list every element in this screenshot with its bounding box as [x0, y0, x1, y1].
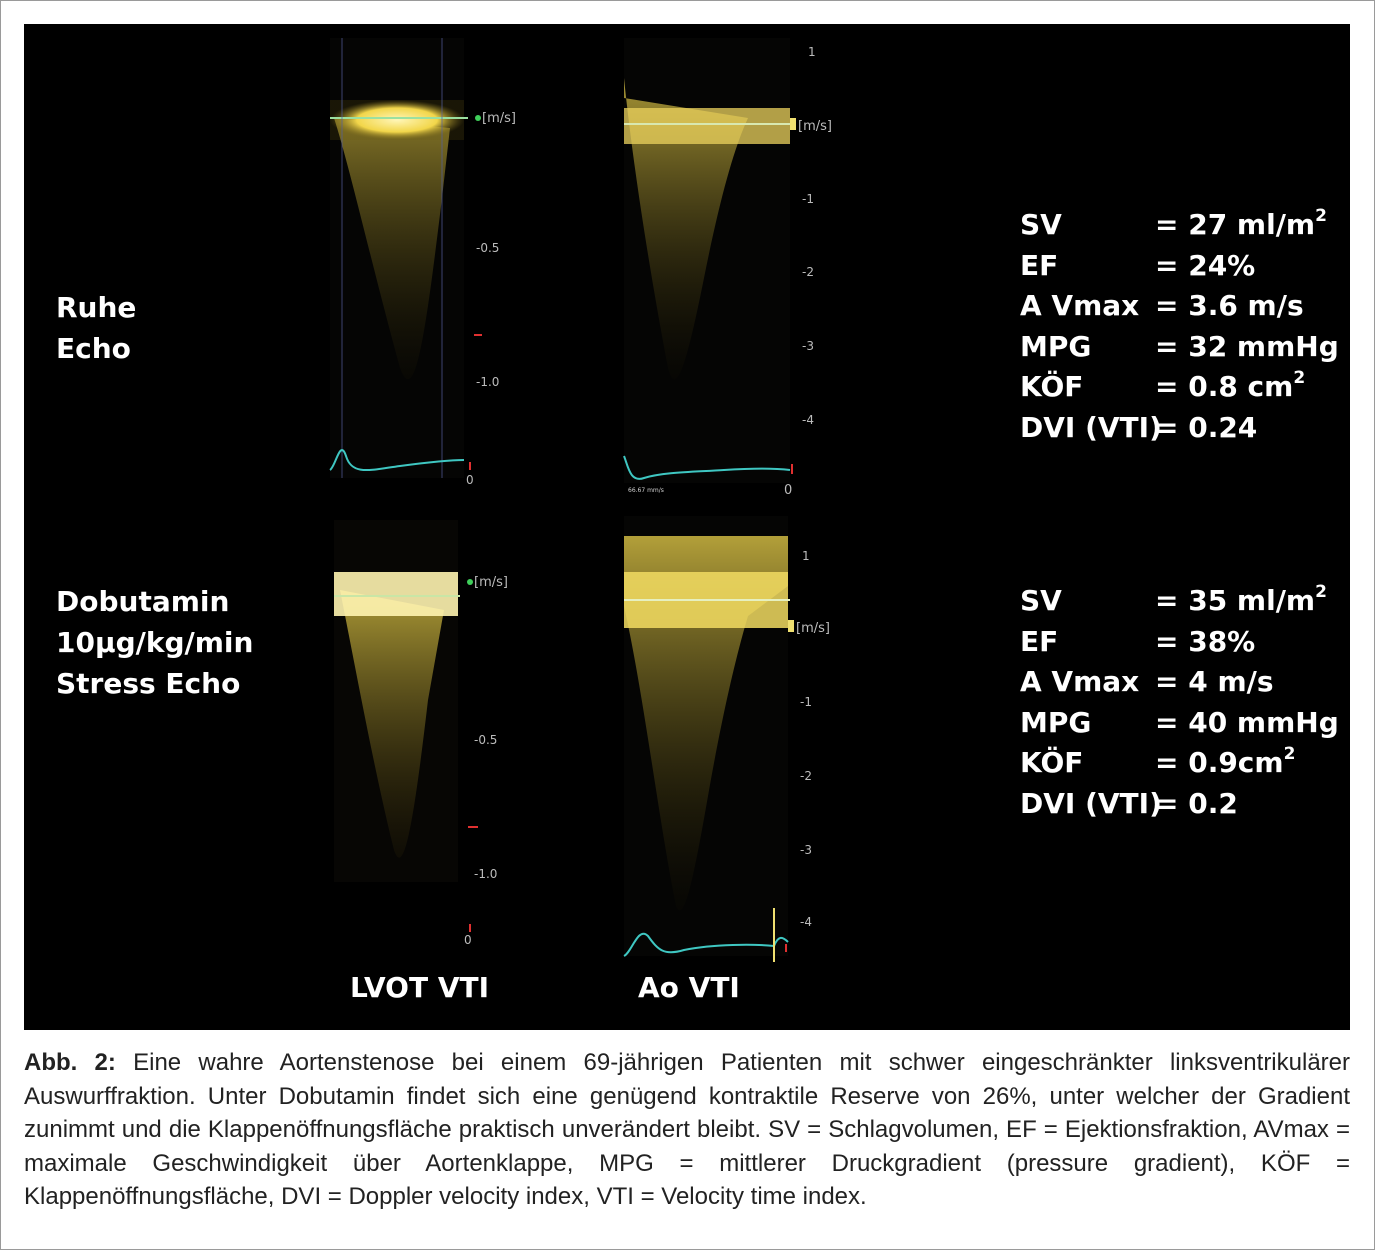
column-label-ao: Ao VTI	[638, 971, 740, 1004]
metric-superscript: 2	[1315, 206, 1327, 226]
unit-label: [m/s]	[796, 621, 830, 636]
baseline-band	[624, 108, 790, 144]
metric-value-text: = 0.9cm	[1155, 746, 1284, 779]
metric-superscript: 2	[1283, 744, 1296, 764]
metric-value: = 0.9cm2	[1155, 743, 1295, 783]
metric-name: DVI (VTI)	[1020, 786, 1162, 820]
metric-value-text: = 32 mmHg	[1155, 329, 1339, 363]
row-label-stress: Dobutamin 10µg/kg/min Stress Echo	[56, 581, 253, 704]
ecg-trace	[623, 932, 789, 957]
caption-text: Eine wahre Aortenstenose bei einem 69-jä…	[24, 1049, 1350, 1210]
metric-value-text: = 38%	[1155, 624, 1256, 658]
tick-label: 0	[466, 473, 474, 487]
unit-label: [m/s]	[482, 111, 516, 126]
metric-value-text: = 35 ml/m	[1155, 584, 1316, 617]
tick-label: -4	[802, 413, 814, 427]
metric-superscript: 2	[1293, 368, 1306, 388]
column-label-lvot: LVOT VTI	[350, 971, 490, 1004]
metric-value-text: = 24%	[1155, 248, 1256, 282]
tick-label: 0	[784, 483, 792, 498]
ecg-trace	[623, 455, 791, 480]
metric-name: EF	[1020, 624, 1059, 658]
doppler-lvot-stress: [m/s] -0.5 -1.0 0	[334, 520, 508, 947]
metric-value: = 3.6 m/s	[1155, 286, 1304, 326]
metric-name: EF	[1020, 248, 1059, 282]
tick-label: -1	[800, 695, 812, 709]
sweep-speed-label: 66.67 mm/s	[628, 487, 664, 494]
metric-name: SV	[1020, 584, 1062, 617]
row-label-line: Stress Echo	[56, 667, 241, 700]
baseline-marker	[788, 620, 794, 632]
metric-superscript: 2	[1315, 582, 1327, 602]
row-label-line: 10µg/kg/min	[56, 626, 254, 659]
tick-label: 1	[808, 45, 816, 59]
unit-label: [m/s]	[798, 119, 832, 134]
figure-panel: Ruhe Echo Dobutamin 10µg/kg/min Stress E…	[24, 24, 1350, 1030]
tick-label: -1.0	[476, 375, 499, 389]
metric-name: KÖF	[1020, 370, 1084, 403]
metric-value-text: = 40 mmHg	[1155, 705, 1339, 739]
metric-value: = 35 ml/m2	[1155, 581, 1327, 621]
metric-value-text: = 3.6 m/s	[1155, 289, 1304, 322]
row-label-line: Dobutamin	[56, 585, 230, 618]
metric-value: = 32 mmHg	[1155, 327, 1339, 367]
velocity-envelope	[624, 78, 748, 380]
velocity-envelope	[334, 118, 450, 380]
metric-value: = 4 m/s	[1155, 662, 1274, 702]
tick-label: 0	[464, 933, 472, 947]
metric-name: SV	[1020, 208, 1062, 241]
metric-value: = 27 ml/m2	[1155, 205, 1327, 245]
doppler-lvot-rest: [m/s] -0.5 -1.0 0	[329, 38, 516, 487]
velocity-envelope	[340, 590, 444, 858]
row-label-line: Ruhe	[56, 291, 137, 324]
doppler-ao-rest: 66.67 mm/s [m/s] 1 -1 -2 -3 -4 0	[623, 38, 832, 498]
ecg-trace	[329, 449, 465, 472]
metric-name: DVI (VTI)	[1020, 410, 1162, 444]
doppler-ao-stress: [m/s] 1 -1 -2 -3 -4	[623, 516, 830, 962]
tick-label: 1	[802, 549, 810, 563]
baseline-marker	[475, 115, 481, 121]
baseline-marker	[790, 118, 796, 130]
metric-value-text: = 27 ml/m	[1155, 208, 1316, 241]
metric-name: A Vmax	[1020, 665, 1140, 698]
metric-value-text: = 0.2	[1155, 786, 1238, 820]
metric-value-text: = 0.8 cm	[1155, 370, 1294, 403]
tick-label: -3	[800, 843, 812, 857]
tick-label: -3	[802, 339, 814, 353]
metric-name: A Vmax	[1020, 289, 1140, 322]
metric-value: = 0.2	[1155, 784, 1238, 824]
velocity-envelope	[624, 536, 788, 911]
tick-label: -4	[800, 915, 812, 929]
metric-name: MPG	[1020, 705, 1092, 739]
baseline-marker	[467, 579, 473, 585]
metric-value: = 40 mmHg	[1155, 703, 1339, 743]
tick-label: -2	[802, 265, 814, 279]
tick-label: -1.0	[474, 867, 497, 881]
figure-caption: Abb. 2: Eine wahre Aortenstenose bei ein…	[24, 1046, 1350, 1214]
metric-value: = 0.8 cm2	[1155, 367, 1305, 407]
baseline-band	[330, 100, 464, 140]
metric-value-text: = 0.24	[1155, 410, 1258, 444]
tick-label: -1	[802, 192, 814, 206]
metric-name: KÖF	[1020, 746, 1084, 779]
tick-label: -2	[800, 769, 812, 783]
tick-label: -0.5	[476, 241, 499, 255]
baseline-band	[334, 572, 458, 616]
metric-value-text: = 4 m/s	[1155, 665, 1274, 698]
tick-label: -0.5	[474, 733, 497, 747]
metric-value: = 24%	[1155, 246, 1255, 286]
metric-value: = 0.24	[1155, 408, 1257, 448]
unit-label: [m/s]	[474, 575, 508, 590]
metric-name: MPG	[1020, 329, 1092, 363]
row-label-line: Echo	[56, 332, 131, 365]
caption-label: Abb. 2:	[24, 1049, 116, 1076]
row-label-rest: Ruhe Echo	[56, 287, 136, 369]
metric-value: = 38%	[1155, 622, 1255, 662]
